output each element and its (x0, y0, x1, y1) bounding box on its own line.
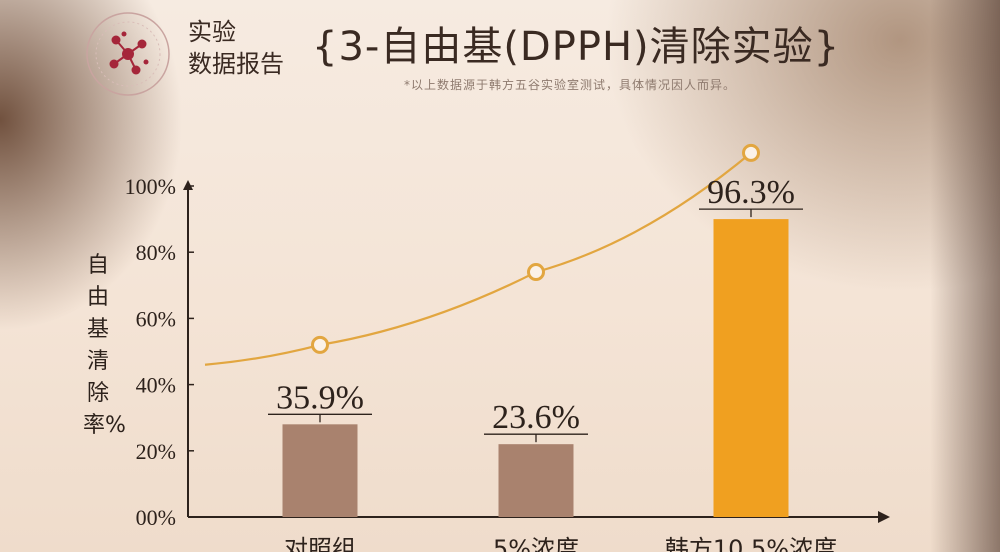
category-labels-group: 对照组 5%浓度 韩方10.5%浓度 (284, 535, 837, 552)
page-title: {3-自由基(DPPH)清除实验} (312, 24, 841, 70)
bar (713, 219, 789, 517)
y-axis-arrow (183, 180, 193, 190)
x-axis-arrow (878, 511, 890, 523)
category-label: 对照组 (284, 535, 356, 552)
bar (282, 424, 358, 517)
data-label: 96.3% (707, 174, 795, 211)
y-tick-label: 40% (136, 373, 176, 398)
data-labels-group: 35.9% 23.6% 96.3% (268, 174, 803, 443)
bar (498, 444, 574, 517)
disclaimer-note: *以上数据源于韩方五谷实验室测试，具体情况因人而异。 (404, 78, 737, 92)
data-label: 23.6% (492, 399, 580, 436)
trend-marker (311, 335, 329, 354)
trend-marker (527, 263, 545, 282)
brand-line-2: 数据报告 (188, 50, 284, 78)
frame-shadow (930, 0, 1000, 552)
category-label: 5%浓度 (493, 535, 579, 552)
category-label: 韩方10.5%浓度 (665, 535, 837, 552)
trend-line (204, 152, 752, 366)
lab-logo (84, 10, 172, 98)
molecule-seal-icon (86, 12, 170, 96)
report-brand: 实验 数据报告 (188, 16, 284, 80)
y-tick-label: 80% (136, 240, 176, 265)
trend-curve (204, 143, 760, 366)
y-tick-label: 00% (136, 505, 176, 530)
y-tick-label: 100% (125, 174, 176, 199)
y-tick-label: 60% (136, 306, 176, 331)
bars-group (282, 219, 789, 517)
data-label: 35.9% (276, 379, 364, 416)
brand-line-1: 实验 (188, 18, 236, 46)
y-ticks-group: 00% 20% 40% 60% 80% 100% (125, 174, 194, 530)
y-tick-label: 20% (136, 439, 176, 464)
trend-marker (742, 143, 760, 162)
